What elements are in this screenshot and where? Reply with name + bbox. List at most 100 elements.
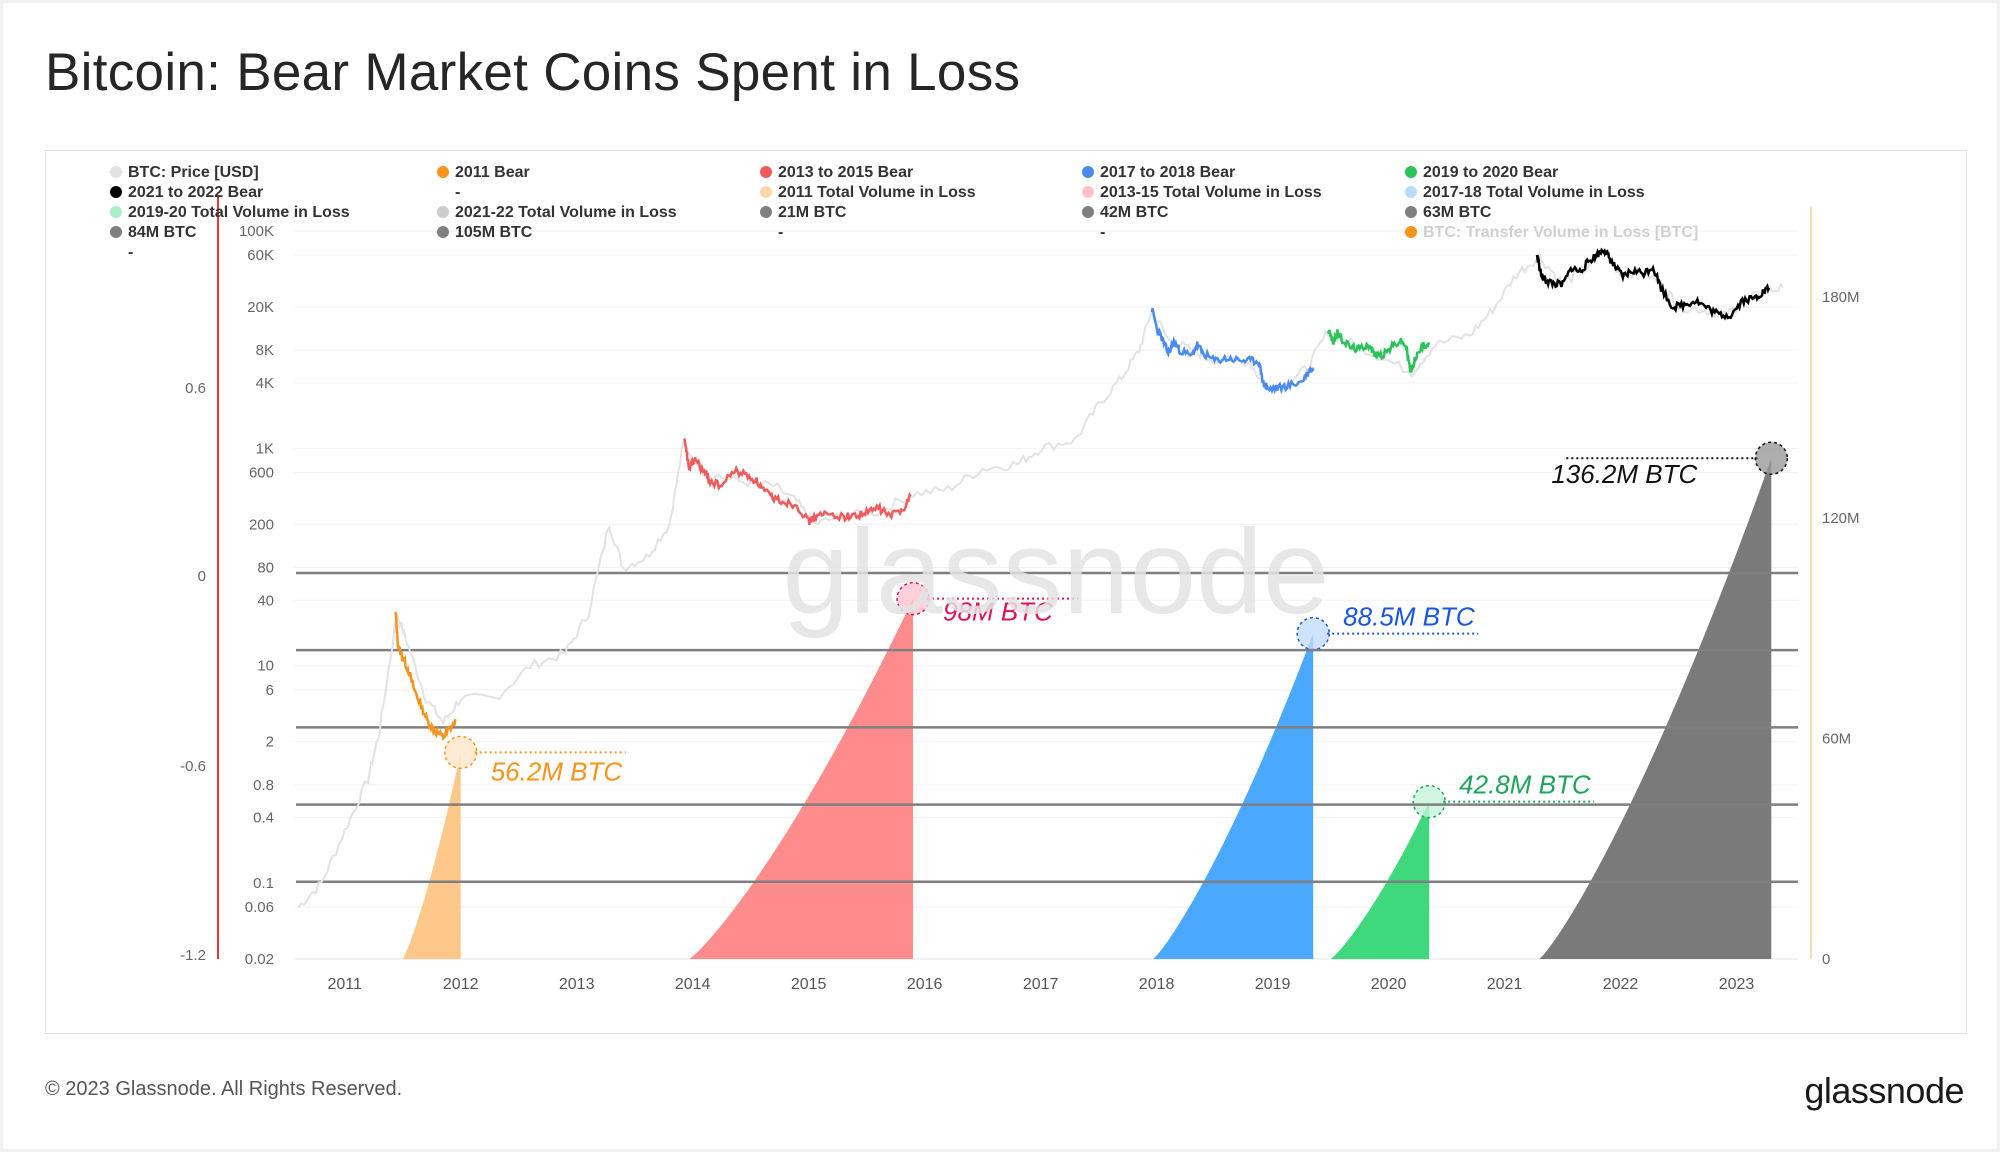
price-line bbox=[297, 246, 1784, 908]
price-axis-tick-label: 20K bbox=[247, 299, 274, 316]
bear-line-0 bbox=[394, 612, 457, 742]
legend-item-label: 2011 Bear bbox=[455, 164, 530, 181]
x-axis-tick-label: 2018 bbox=[1139, 976, 1175, 993]
peak-label: 56.2M BTC bbox=[491, 756, 623, 786]
peak-label: 136.2M BTC bbox=[1551, 459, 1697, 489]
bear-line-3 bbox=[1327, 329, 1431, 373]
right-axis-tick-label: 180M bbox=[1822, 289, 1860, 306]
price-axis-tick-label: 1K bbox=[256, 440, 274, 457]
legend-item-label: 2021 to 2022 Bear bbox=[128, 184, 263, 201]
peak-label: 98M BTC bbox=[943, 597, 1053, 627]
price-axis-tick-label: 0.1 bbox=[253, 875, 274, 892]
legend-swatch bbox=[110, 226, 122, 238]
volume-area-4 bbox=[1539, 458, 1772, 959]
peak-marker bbox=[1754, 441, 1789, 475]
legend-swatch bbox=[760, 166, 772, 178]
x-axis-tick-label: 2020 bbox=[1371, 976, 1407, 993]
x-axis-tick-label: 2015 bbox=[791, 976, 827, 993]
legend-swatch bbox=[1405, 166, 1417, 178]
price-axis-tick-label: 80 bbox=[257, 560, 274, 577]
price-axis-tick-label: 40 bbox=[257, 592, 274, 609]
legend-item-label: 42M BTC bbox=[1100, 204, 1169, 221]
price-axis-tick-label: 0.8 bbox=[253, 777, 274, 794]
footer-copyright: © 2023 Glassnode. All Rights Reserved. bbox=[45, 1078, 403, 1100]
legend-swatch bbox=[1082, 166, 1094, 178]
legend-item-label: 21M BTC bbox=[778, 204, 847, 221]
peak-marker bbox=[1412, 784, 1446, 819]
legend-swatch bbox=[110, 206, 122, 218]
bear-line-2 bbox=[1150, 308, 1315, 395]
legend-item-label: 2017-18 Total Volume in Loss bbox=[1423, 184, 1645, 201]
x-axis-tick-label: 2014 bbox=[675, 976, 711, 993]
price-axis-tick-label: 2 bbox=[266, 734, 274, 751]
price-axis-tick-label: 8K bbox=[256, 342, 274, 359]
legend-item-label: - bbox=[778, 224, 783, 241]
legend-swatch bbox=[1405, 226, 1417, 238]
legend-item-label: 2019 to 2020 Bear bbox=[1423, 164, 1558, 181]
x-axis-tick-label: 2012 bbox=[443, 976, 479, 993]
legend-swatch bbox=[110, 186, 122, 198]
legend-item-label: 105M BTC bbox=[455, 224, 533, 241]
legend-item-label: 2017 to 2018 Bear bbox=[1100, 164, 1235, 181]
legend-item-label: BTC: Price [USD] bbox=[128, 164, 259, 181]
volume-area-3 bbox=[1330, 801, 1430, 959]
x-axis-tick-label: 2022 bbox=[1603, 976, 1639, 993]
left-axis-tick-label: -1.2 bbox=[180, 947, 206, 964]
price-axis-tick-label: 6 bbox=[266, 682, 274, 699]
legend-swatch bbox=[437, 206, 449, 218]
price-axis-tick-label: 60K bbox=[247, 247, 274, 264]
right-axis-tick-label: 60M bbox=[1822, 730, 1851, 747]
peak-label: 88.5M BTC bbox=[1343, 602, 1475, 632]
chart-frame: 100K 60K 20K 8K 4K 1K 600 200 80 40 10 6 2 0.8 0.4 0.1 0… bbox=[45, 150, 1967, 1034]
legend-item-label: 2019-20 Total Volume in Loss bbox=[128, 204, 350, 221]
x-axis-tick-label: 2021 bbox=[1487, 976, 1523, 993]
legend-item-label: - bbox=[128, 244, 133, 261]
x-axis-tick-label: 2016 bbox=[907, 976, 943, 993]
legend-swatch bbox=[437, 166, 449, 178]
bear-line-4 bbox=[1535, 247, 1771, 321]
price-axis-tick-label: 0.06 bbox=[245, 899, 274, 916]
price-axis-tick-label: 200 bbox=[249, 516, 274, 533]
volume-area-1 bbox=[689, 598, 914, 959]
legend-item-label: - bbox=[1100, 224, 1105, 241]
legend-item-label: 84M BTC bbox=[128, 224, 197, 241]
page-title: Bitcoin: Bear Market Coins Spent in Loss bbox=[45, 43, 1021, 102]
footer-logo: glassnode bbox=[1804, 1070, 1964, 1111]
price-axis-tick-label: 4K bbox=[256, 375, 274, 392]
left-axis-tick-label: -0.6 bbox=[180, 758, 206, 775]
price-axis-tick-label: 600 bbox=[249, 464, 274, 481]
legend-swatch bbox=[760, 206, 772, 218]
price-axis-tick-label: 100K bbox=[239, 223, 274, 240]
legend-item-label: 2021-22 Total Volume in Loss bbox=[455, 204, 677, 221]
bear-line-1 bbox=[683, 438, 912, 526]
watermark: glassnode bbox=[782, 505, 1329, 639]
right-axis-tick-label: 120M bbox=[1822, 510, 1860, 527]
volume-area-0 bbox=[402, 752, 461, 959]
legend-swatch bbox=[1082, 186, 1094, 198]
legend-swatch bbox=[760, 186, 772, 198]
legend-swatch bbox=[437, 226, 449, 238]
legend-item-label: 2011 Total Volume in Loss bbox=[778, 184, 976, 201]
peak-marker bbox=[443, 735, 478, 770]
x-axis-tick-label: 2023 bbox=[1719, 976, 1755, 993]
legend-swatch bbox=[1082, 206, 1094, 218]
x-axis-tick-label: 2011 bbox=[328, 976, 363, 993]
price-axis-tick-label: 0.4 bbox=[253, 810, 274, 827]
x-axis-tick-label: 2019 bbox=[1255, 976, 1291, 993]
volume-area-2 bbox=[1153, 633, 1314, 959]
legend-item-label: 63M BTC bbox=[1423, 204, 1492, 221]
x-axis-tick-label: 2017 bbox=[1023, 976, 1059, 993]
legend-item-label: 2013-15 Total Volume in Loss bbox=[1100, 184, 1322, 201]
right-axis-tick-label: 0 bbox=[1822, 951, 1830, 968]
left-axis-tick-label: 0.6 bbox=[185, 380, 206, 397]
peak-label: 42.8M BTC bbox=[1459, 770, 1591, 800]
price-axis-tick-label: 0.02 bbox=[245, 951, 274, 968]
x-axis-tick-label: 2013 bbox=[559, 976, 595, 993]
price-axis-tick-label: 10 bbox=[257, 658, 274, 675]
legend-item-label: BTC: Transfer Volume in Loss [BTC] bbox=[1423, 224, 1698, 241]
legend-swatch bbox=[1405, 186, 1417, 198]
legend-item-label: - bbox=[455, 184, 460, 201]
left-axis-tick-label: 0 bbox=[198, 568, 206, 585]
legend-item-label: 2013 to 2015 Bear bbox=[778, 164, 913, 181]
